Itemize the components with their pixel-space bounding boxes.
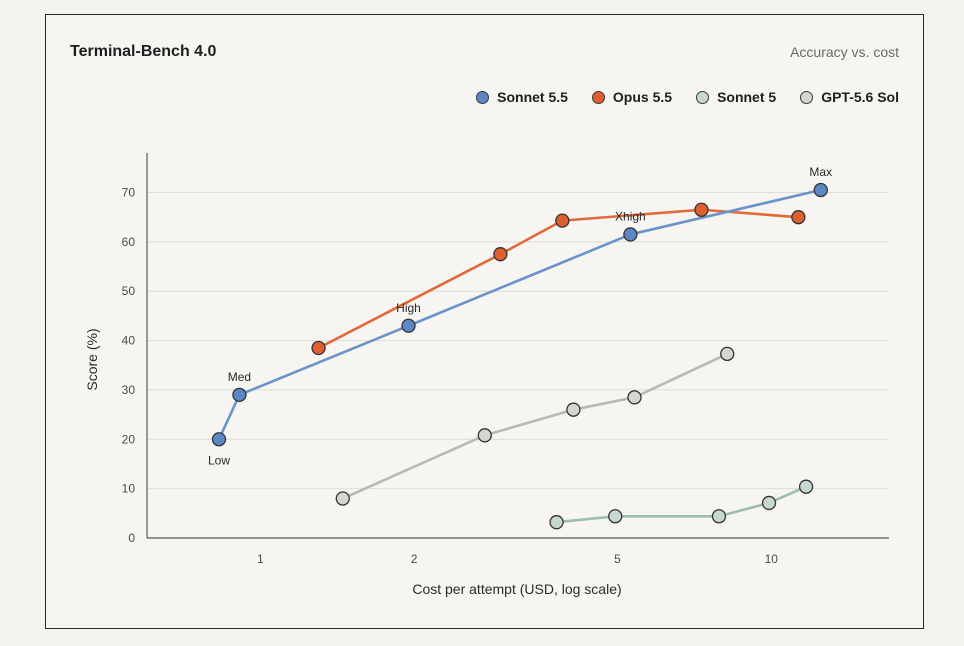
series-line-gpt-5-6-sol (342, 352, 728, 500)
data-point-sonnet-5-5 (798, 479, 814, 494)
legend-item-opus-5-5: Opus 5.5 (591, 89, 673, 105)
data-point-opus-5-5-1 (311, 340, 326, 356)
data-point-sonnet-5-5-2 (232, 387, 247, 403)
data-point-opus-5-5-2 (493, 247, 508, 262)
y-tick-label-20: 20 (122, 432, 136, 446)
x-axis-title: Cost per attempt (USD, log scale) (412, 581, 621, 597)
y-tick-label-30: 30 (122, 383, 136, 397)
legend-label-gpt-5-6-sol: GPT-5.6 Sol (821, 89, 899, 105)
series-line-sonnet-5-5 (217, 188, 822, 440)
chart-plot: 0 10 20 30 40 50 60 70 1 2 5 10 Cost per attempt (US… (84, 153, 889, 597)
series-line-opus-5-5 (317, 208, 799, 350)
data-point-opus-5-5-3 (555, 213, 570, 228)
point-label-sonnet-5-5-4: Xhigh (615, 209, 646, 223)
y-tick-label-40: 40 (122, 334, 136, 348)
legend-item-sonnet-5-5: Sonnet 5.5 (476, 89, 568, 105)
x-tick-label-5: 5 (614, 552, 621, 566)
legend-label-sonnet-5: Sonnet 5 (717, 89, 777, 105)
legend-item-sonnet-5: Sonnet 5 (696, 89, 776, 105)
data-point-opus-5-5-5 (791, 210, 806, 225)
data-point-gpt-5-6-sol-4 (627, 390, 642, 405)
data-point-gpt-5-6-sol-3 (566, 402, 581, 417)
data-point-sonnet-5-2 (608, 509, 623, 524)
x-tick-label-2: 2 (411, 552, 418, 566)
point-label-sonnet-5-5-3: High (396, 301, 421, 315)
data-point-sonnet-5-5-4 (623, 227, 638, 242)
legend-label-opus-5-5: Opus 5.5 (612, 89, 673, 105)
data-point-gpt-5-6-sol-2 (477, 428, 492, 443)
point-label-sonnet-5-5-1: Low (208, 453, 230, 467)
data-point-opus-5-5-4 (694, 202, 709, 217)
legend-swatch-sonnet-5-5 (476, 90, 490, 104)
x-tick-label-10: 10 (765, 552, 779, 566)
y-tick-label-60: 60 (122, 235, 136, 249)
point-label-sonnet-5-5-2: Med (228, 370, 251, 384)
legend-swatch-opus-5-5 (591, 90, 605, 104)
y-tick-label-50: 50 (122, 284, 136, 298)
data-point-sonnet-5-5-1 (211, 432, 227, 447)
legend: Sonnet 5.5 Opus 5.5 Sonnet 5 GPT-5.6 Sol (476, 89, 899, 105)
x-tick-label-1: 1 (257, 552, 264, 566)
data-point-gpt-5-6-sol-1 (335, 491, 350, 506)
y-tick-label-70: 70 (122, 185, 136, 199)
data-point-sonnet-5-4 (761, 495, 777, 511)
legend-label-sonnet-5-5: Sonnet 5.5 (497, 89, 568, 105)
legend-swatch-sonnet-5 (696, 90, 710, 104)
point-label-sonnet-5-5-5: Max (809, 165, 832, 179)
legend-item-gpt-5-6-sol: GPT-5.6 Sol (800, 89, 899, 105)
data-point-gpt-5-6-sol-5 (720, 346, 735, 362)
data-point-sonnet-5-5-5 (813, 182, 828, 198)
data-point-sonnet-5-5-3 (401, 318, 416, 333)
legend-swatch-gpt-5-6-sol (800, 90, 814, 104)
data-point-sonnet-5-3 (711, 509, 727, 524)
y-tick-label-0: 0 (128, 531, 135, 545)
y-axis-title: Score (%) (84, 328, 100, 390)
data-point-sonnet-5-1 (549, 515, 564, 530)
chart-card: Terminal-Bench 4.0 Accuracy vs. cost Son… (45, 14, 924, 629)
chart-title: Terminal-Bench 4.0 (70, 43, 217, 60)
chart-subtitle: Accuracy vs. cost (790, 44, 899, 60)
y-tick-label-10: 10 (122, 482, 136, 496)
